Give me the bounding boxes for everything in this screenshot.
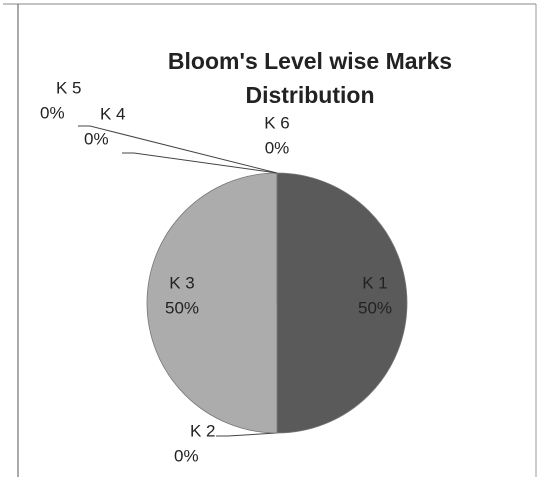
slice-label: K 1 [362, 273, 388, 292]
slice-label: K 4 [100, 104, 126, 123]
slice-value-label: 50% [165, 298, 199, 317]
slice-label: K 2 [190, 421, 216, 440]
chart-title: Distribution [245, 82, 374, 108]
slice-value-label: 0% [265, 138, 290, 157]
chart-title: Bloom's Level wise Marks [168, 48, 452, 74]
slice-value-label: 0% [174, 446, 199, 465]
slice-value-label: 0% [40, 103, 65, 122]
pie-slice [276, 172, 408, 434]
leader-line [216, 432, 278, 437]
leader-line [78, 125, 278, 174]
pie-slice [146, 172, 278, 434]
slice-label: K 3 [169, 273, 195, 292]
leader-line [122, 152, 278, 174]
slice-value-label: 50% [358, 298, 392, 317]
slice-value-label: 0% [84, 129, 109, 148]
slice-label: K 6 [264, 113, 290, 132]
slice-label: K 5 [56, 78, 82, 97]
